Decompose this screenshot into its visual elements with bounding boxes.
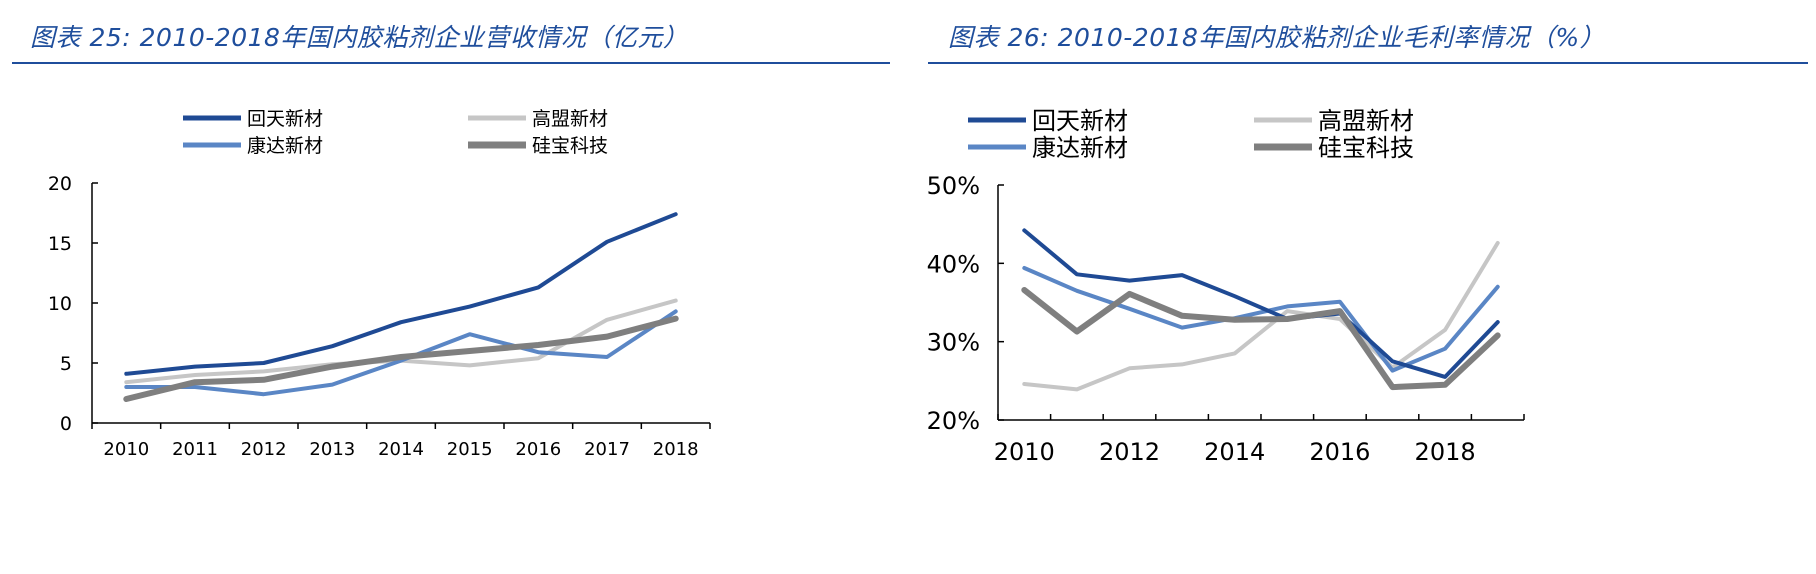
legend-label: 硅宝科技 [1318,134,1414,162]
x-tick-label: 2018 [653,439,699,460]
series-line-2 [1022,241,1500,392]
x-tick-label: 2018 [1415,438,1476,466]
x-tick-label: 2010 [103,439,149,460]
x-tick-label: 2011 [172,439,218,460]
x-tick-label: 2017 [584,439,630,460]
y-tick-label: 0 [60,413,72,435]
series-line-3 [1022,266,1500,373]
x-tick-label: 2010 [994,438,1055,466]
series-line-1 [1022,228,1500,379]
figure-title: 图表 26: 2010-2018年国内胶粘剂企业毛利率情况（%） [948,18,1605,54]
x-tick-label: 2015 [447,439,493,460]
series-line-4 [1021,287,1501,391]
y-tick-label: 20% [927,407,980,435]
chart-title: 2010-2018年国内胶粘剂企业营收情况（亿元） [139,23,689,52]
legend-label: 回天新材 [1032,107,1128,135]
legend-label: 硅宝科技 [532,135,608,157]
figure-label: 图表 26: [948,23,1050,52]
legend-label: 高盟新材 [532,108,608,130]
y-tick-label: 20 [48,173,72,195]
x-tick-label: 2016 [1309,438,1370,466]
y-tick-label: 30% [927,329,980,357]
legend-label: 高盟新材 [1318,107,1414,135]
legend-label: 回天新材 [247,108,323,130]
title-divider [928,62,1808,64]
x-tick-label: 2012 [241,439,287,460]
x-tick-label: 2016 [515,439,561,460]
legend-label: 康达新材 [1032,134,1128,162]
x-tick-label: 2014 [378,439,424,460]
series-line-1 [124,212,678,376]
series-line-4 [123,315,679,402]
figure-label: 图表 25: [30,23,132,52]
series-line-2 [124,298,678,385]
y-tick-label: 15 [48,233,72,255]
figure-title: 图表 25: 2010-2018年国内胶粘剂企业营收情况（亿元） [30,18,688,54]
y-tick-label: 10 [48,293,72,315]
revenue-line-chart: 0 5 10 15 20 2010 2011 2012 2013 2014 2015 2016 2017… [48,108,711,460]
x-tick-label: 2014 [1204,438,1265,466]
y-tick-label: 5 [60,353,72,375]
y-tick-label: 50% [927,172,980,200]
legend-label: 康达新材 [247,135,323,157]
x-tick-label: 2013 [309,439,355,460]
chart-panel-margin: 图表 26: 2010-2018年国内胶粘剂企业毛利率情况（%） 20% 30% 4… [920,0,1816,574]
chart-panel-revenue: 图表 25: 2010-2018年国内胶粘剂企业营收情况（亿元） 0 5 10 15 2… [0,0,900,574]
series-line-3 [124,309,678,397]
gross-margin-line-chart: 20% 30% 40% 50% 2010 2012 2014 2016 2018 回天新材 高盟新材… [927,107,1525,466]
y-tick-label: 40% [927,250,980,278]
title-divider [12,62,890,64]
x-tick-label: 2012 [1099,438,1160,466]
chart-title: 2010-2018年国内胶粘剂企业毛利率情况（%） [1057,23,1606,52]
